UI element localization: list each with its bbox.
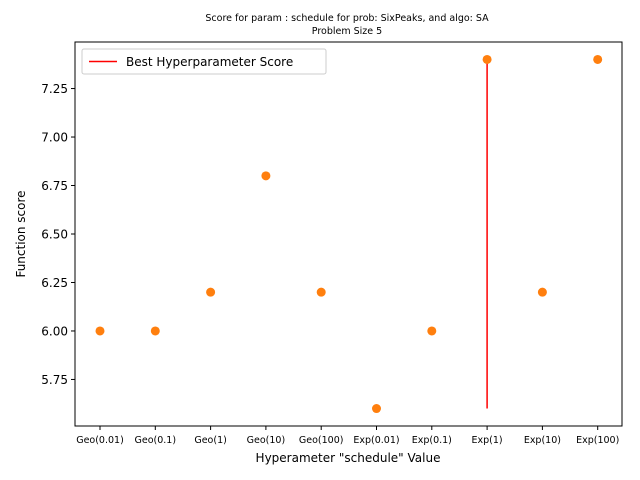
legend: Best Hyperparameter Score	[81, 48, 327, 75]
y-tick-label: 7.00	[41, 131, 68, 145]
data-point	[593, 54, 603, 64]
x-tick-label: Exp(100)	[576, 435, 619, 446]
y-tick-label: 6.75	[41, 179, 68, 193]
x-axis-label: Hyperameter "schedule" Value	[256, 451, 441, 465]
x-tick-label: Exp(10)	[524, 435, 561, 446]
data-point	[482, 54, 492, 64]
y-tick-label: 6.50	[41, 228, 68, 242]
data-point	[537, 287, 547, 297]
x-tick-label: Geo(1)	[194, 435, 226, 446]
y-tick-label: 5.75	[41, 373, 68, 387]
plot-area	[95, 54, 603, 414]
axes-frame	[74, 41, 623, 427]
x-tick-label: Geo(100)	[299, 435, 344, 446]
chart-title-line2: Problem Size 5	[312, 26, 382, 37]
x-tick-label: Exp(0.01)	[353, 435, 399, 446]
data-point	[372, 404, 381, 414]
data-point	[150, 326, 160, 336]
x-tick-label: Exp(1)	[472, 435, 503, 446]
data-point	[316, 287, 326, 297]
y-tick-label: 6.25	[41, 276, 68, 290]
y-axis-ticks: 5.75 6.00 6.25 6.50 6.75 7.00 7.25	[41, 82, 75, 387]
y-tick-label: 6.00	[41, 324, 68, 338]
chart-title-line1: Score for param : schedule for prob: Six…	[205, 13, 489, 24]
y-axis-label: Function score	[14, 190, 28, 277]
data-point	[206, 287, 216, 297]
data-point	[95, 326, 105, 336]
x-axis-ticks: Geo(0.01) Geo(0.1) Geo(1) Geo(10) Geo(100) Ex…	[76, 426, 619, 446]
x-tick-label: Exp(0.1)	[412, 435, 452, 446]
x-tick-label: Geo(0.1)	[135, 435, 177, 446]
data-point	[261, 171, 271, 181]
data-point	[427, 326, 437, 336]
legend-box	[81, 48, 327, 75]
y-tick-label: 7.25	[41, 82, 68, 96]
x-tick-label: Geo(0.01)	[76, 435, 124, 446]
x-tick-label: Geo(10)	[247, 435, 286, 446]
legend-label: Best Hyperparameter Score	[126, 55, 293, 69]
